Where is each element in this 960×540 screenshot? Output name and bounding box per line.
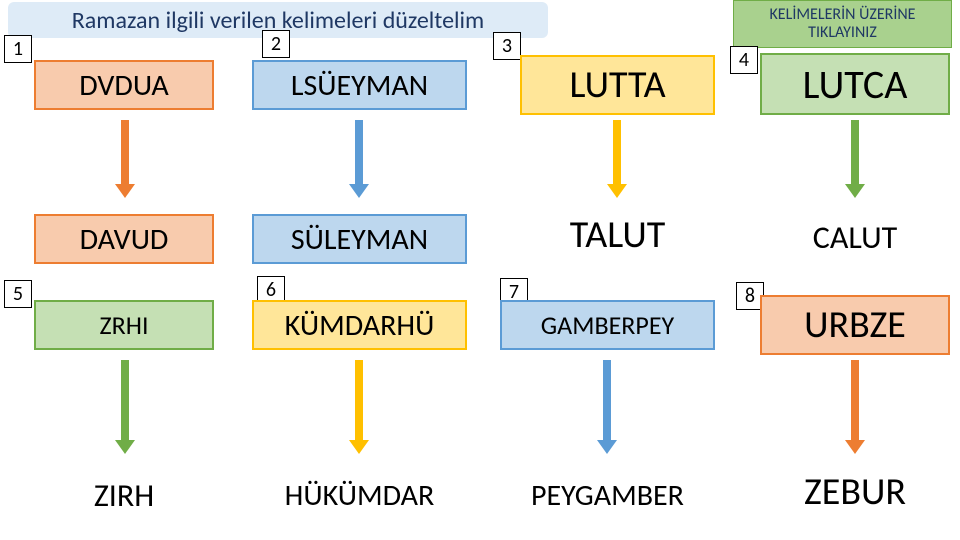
arrow-4 — [848, 120, 862, 198]
arrow-3 — [610, 120, 624, 198]
card-3-scrambled[interactable]: LUTTA — [520, 55, 715, 115]
card-6-scrambled[interactable]: KÜMDARHÜ — [252, 300, 467, 350]
badge-2: 2 — [262, 30, 290, 58]
card-3-answer: TALUT — [520, 205, 715, 265]
card-1-answer: DAVUD — [34, 214, 214, 264]
card-1-scrambled[interactable]: DVDUA — [34, 60, 214, 110]
instruction-banner: KELİMELERİN ÜZERİNE TIKLAYINIZ — [733, 0, 952, 48]
badge-5: 5 — [4, 280, 32, 308]
badge-3: 3 — [493, 32, 521, 60]
card-4-answer: CALUT — [760, 210, 950, 265]
card-4-scrambled[interactable]: LUTCA — [760, 53, 950, 115]
card-2-scrambled[interactable]: LSÜEYMAN — [252, 60, 467, 110]
badge-4: 4 — [730, 46, 758, 74]
arrow-1 — [118, 120, 132, 198]
card-5-answer: ZIRH — [34, 468, 214, 523]
arrow-6 — [352, 360, 366, 454]
card-8-scrambled[interactable]: URBZE — [760, 295, 950, 355]
card-6-answer: HÜKÜMDAR — [252, 468, 467, 523]
card-7-answer: PEYGAMBER — [500, 468, 715, 523]
badge-1: 1 — [4, 35, 32, 63]
arrow-8 — [848, 360, 862, 454]
arrow-2 — [352, 120, 366, 198]
card-2-answer: SÜLEYMAN — [252, 214, 467, 264]
card-5-scrambled[interactable]: ZRHI — [34, 300, 214, 350]
arrow-7 — [600, 360, 614, 454]
card-7-scrambled[interactable]: GAMBERPEY — [500, 300, 715, 350]
arrow-5 — [118, 360, 132, 454]
card-8-answer: ZEBUR — [760, 462, 950, 522]
